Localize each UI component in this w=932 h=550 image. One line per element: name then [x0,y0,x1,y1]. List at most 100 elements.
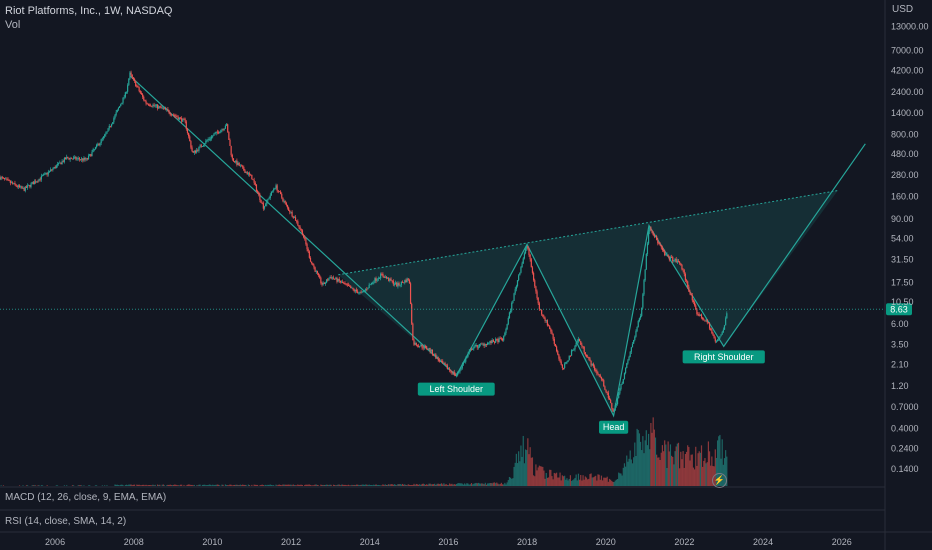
price-tick-label: 54.00 [891,234,914,244]
volume-bar [625,466,627,486]
pattern-neckline[interactable] [338,190,838,276]
volume-bar [635,455,637,486]
last-price-value[interactable]: 8.63 [890,305,908,315]
candle-body [602,379,604,381]
volume-bar [309,484,312,486]
symbol-title[interactable]: Riot Platforms, Inc., 1W, NASDAQ [5,5,173,17]
volume-bar [320,484,322,486]
left-shoulder-label-box[interactable] [417,382,495,396]
last-price-tag[interactable] [886,303,912,316]
lightning-icon[interactable]: ⚡ [712,473,727,488]
candle-body [671,257,673,258]
candle-body [345,283,347,285]
head-label[interactable]: Head [603,422,625,432]
volume-bar [447,484,450,486]
volume-bar [261,484,263,486]
candle-body [260,199,262,203]
candle-body [360,291,362,293]
volume-bar [641,450,643,486]
volume-bar [439,483,442,486]
volume-bar [122,485,124,486]
candle-body [392,280,394,285]
candle-body [480,343,482,345]
pattern-fill[interactable] [338,190,838,416]
candle-body [665,254,667,256]
volume-bar [560,480,562,486]
candle-body [625,368,627,374]
candle-body [109,125,111,127]
volume-bar [219,485,221,486]
candle-body [628,356,630,361]
candle-body [251,174,253,180]
volume-bar [587,479,589,486]
volume-label[interactable]: Vol [5,19,21,31]
candle-body [518,275,520,281]
candle-body [74,156,76,158]
left-shoulder-label[interactable]: Left Shoulder [429,384,483,394]
candle-body [228,131,230,140]
volume-bar [127,485,129,486]
volume-bar [449,483,451,486]
candle-body [393,284,396,285]
volume-bar [656,454,658,486]
volume-bar [81,485,83,486]
candle-body [373,282,375,284]
candle-body [313,265,315,268]
volume-bar [467,483,469,486]
candle-body [521,263,523,268]
candle-body [6,178,8,180]
volume-bar [216,484,218,486]
candle-body [703,318,705,321]
candle-body [562,367,565,369]
candle-body [443,363,445,364]
volume-bar [650,423,652,486]
candle-body [596,370,598,374]
volume-bar [63,485,65,486]
right-shoulder-label[interactable]: Right Shoulder [694,352,754,362]
candle-body [580,341,582,345]
candle-body [224,125,226,129]
candle-body [291,211,293,217]
overlay-layer: 8.63 Left Shoulder Head Right Shoulder [0,303,912,434]
candle-body [349,285,351,287]
head-label-box[interactable] [599,420,629,434]
candle-body [714,338,716,342]
volume-bar [211,485,213,486]
candle-body [531,267,534,273]
candle-body [376,279,378,281]
right-shoulder-label-box[interactable] [682,350,765,364]
volume-bar [128,484,130,486]
candle-body [556,346,558,351]
volume-bar [489,483,491,486]
candle-body [476,345,478,348]
rsi-pane-label[interactable]: RSI (14, close, SMA, 14, 2) [5,516,127,527]
candle-body [644,269,646,281]
volume-bar [221,484,223,486]
time-axis[interactable]: 2006 2008 2010 2012 2014 2016 2018 2020 2022 2024… [45,537,852,547]
volume-bar [664,440,666,486]
volume-bar [334,485,336,486]
chart-legend[interactable]: Riot Platforms, Inc., 1W, NASDAQ Vol [5,4,173,32]
candle-body [184,119,186,122]
price-tick-label: 13000.00 [891,22,929,32]
candle-body [590,361,592,366]
volume-bar [685,451,688,486]
volume-bar [255,484,258,486]
candle-body [5,178,7,180]
candle-body [705,319,707,321]
volume-bar [362,484,364,486]
candle-body [236,160,238,165]
macd-pane-label[interactable]: MACD (12, 26, close, 9, EMA, EMA) [5,492,167,503]
volume-bar [427,484,429,486]
volume-bar [704,458,706,486]
candle-body [209,138,212,140]
candle-body [174,115,176,116]
candle-body [230,145,232,155]
volume-bar [415,483,417,486]
volume-bar [638,433,640,486]
candle-body [422,347,424,349]
volume-bar [222,484,224,486]
price-axis[interactable]: 13000.00 7000.00 4200.00 2400.00 1400.00 800.… [891,22,929,475]
